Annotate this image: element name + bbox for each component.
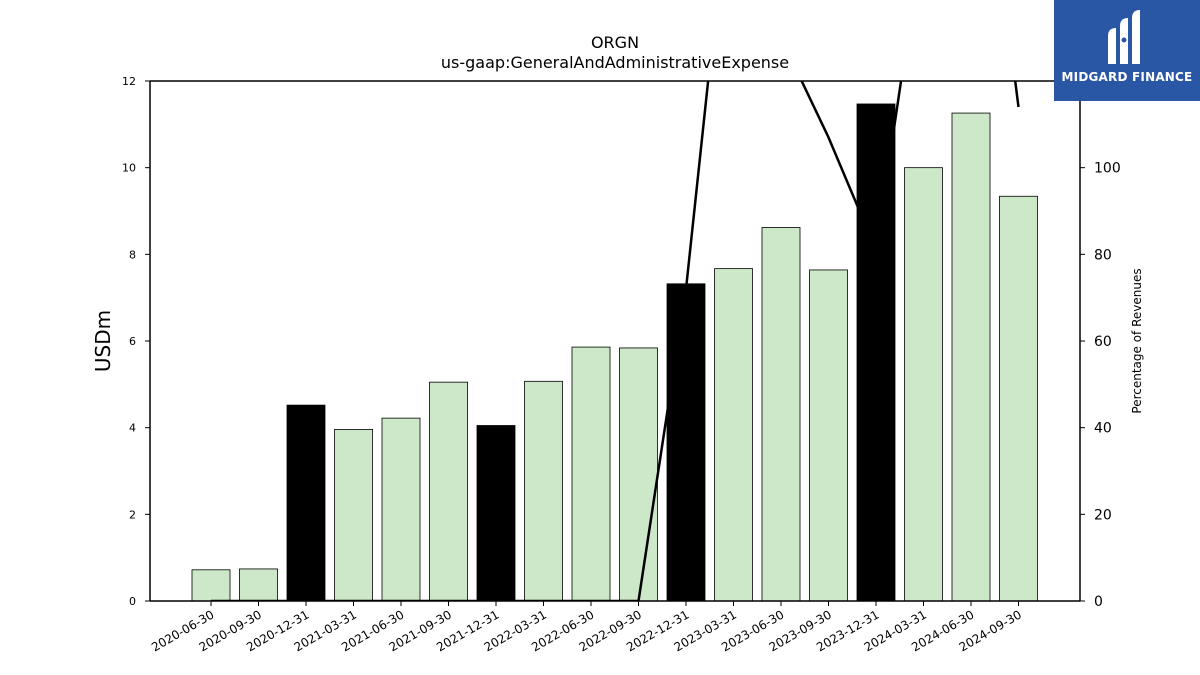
y2-ticks: 0 20 40 60 80 100 — [1080, 161, 1121, 610]
bar-2024-03-31 — [904, 167, 943, 602]
y-tick-label: 2 — [129, 508, 136, 521]
bar-2024-09-30 — [999, 195, 1038, 602]
bar-2020-12-31 — [286, 404, 326, 602]
chart-title: ORGN — [591, 33, 639, 52]
bar-2023-09-30 — [809, 269, 848, 602]
y-tick-label: 8 — [129, 248, 136, 261]
x-ticks: 2020-06-302020-09-302020-12-312021-03-31… — [149, 601, 1024, 654]
bars-group — [191, 103, 1038, 602]
line-group — [211, 81, 1020, 601]
bar-2021-09-30 — [429, 381, 468, 602]
percentage-line — [211, 81, 1020, 601]
bar-2021-03-31 — [334, 428, 373, 602]
y-ticks: 0 2 4 6 8 10 12 — [122, 75, 150, 608]
bar-2020-06-30 — [191, 569, 231, 602]
y-tick-label: 12 — [122, 75, 136, 88]
bar-2023-12-31 — [856, 103, 896, 602]
y2-tick-label: 0 — [1094, 594, 1103, 610]
y-tick-label: 0 — [129, 595, 136, 608]
logo-mark-icon — [1108, 10, 1140, 64]
y2-axis-label: Percentage of Revenues — [1130, 268, 1144, 413]
bar-2023-03-31 — [714, 268, 753, 602]
bar-2021-06-30 — [381, 417, 421, 602]
chart-subtitle: us-gaap:GeneralAndAdministrativeExpense — [441, 53, 789, 72]
bar-2022-03-31 — [524, 380, 563, 602]
bar-2020-09-30 — [239, 568, 278, 602]
y-tick-label: 4 — [129, 422, 136, 435]
y2-tick-label: 80 — [1094, 247, 1112, 263]
logo-text: MIDGARD FINANCE — [1061, 70, 1193, 84]
bar-2022-09-30 — [619, 347, 658, 602]
y2-tick-label: 20 — [1094, 507, 1112, 523]
y-tick-label: 10 — [122, 162, 136, 175]
bar-2023-06-30 — [761, 227, 801, 602]
bar-2024-06-30 — [951, 112, 991, 602]
brand-logo: MIDGARD FINANCE — [1054, 0, 1200, 101]
bar-2022-12-31 — [666, 283, 706, 602]
bar-2021-12-31 — [476, 425, 516, 602]
y2-tick-label: 40 — [1094, 421, 1112, 437]
bar-2022-06-30 — [571, 346, 611, 602]
y2-tick-label: 60 — [1094, 334, 1112, 350]
y2-tick-label: 100 — [1094, 161, 1121, 177]
y-tick-label: 6 — [129, 335, 136, 348]
y-axis-label: USDm — [91, 310, 115, 372]
